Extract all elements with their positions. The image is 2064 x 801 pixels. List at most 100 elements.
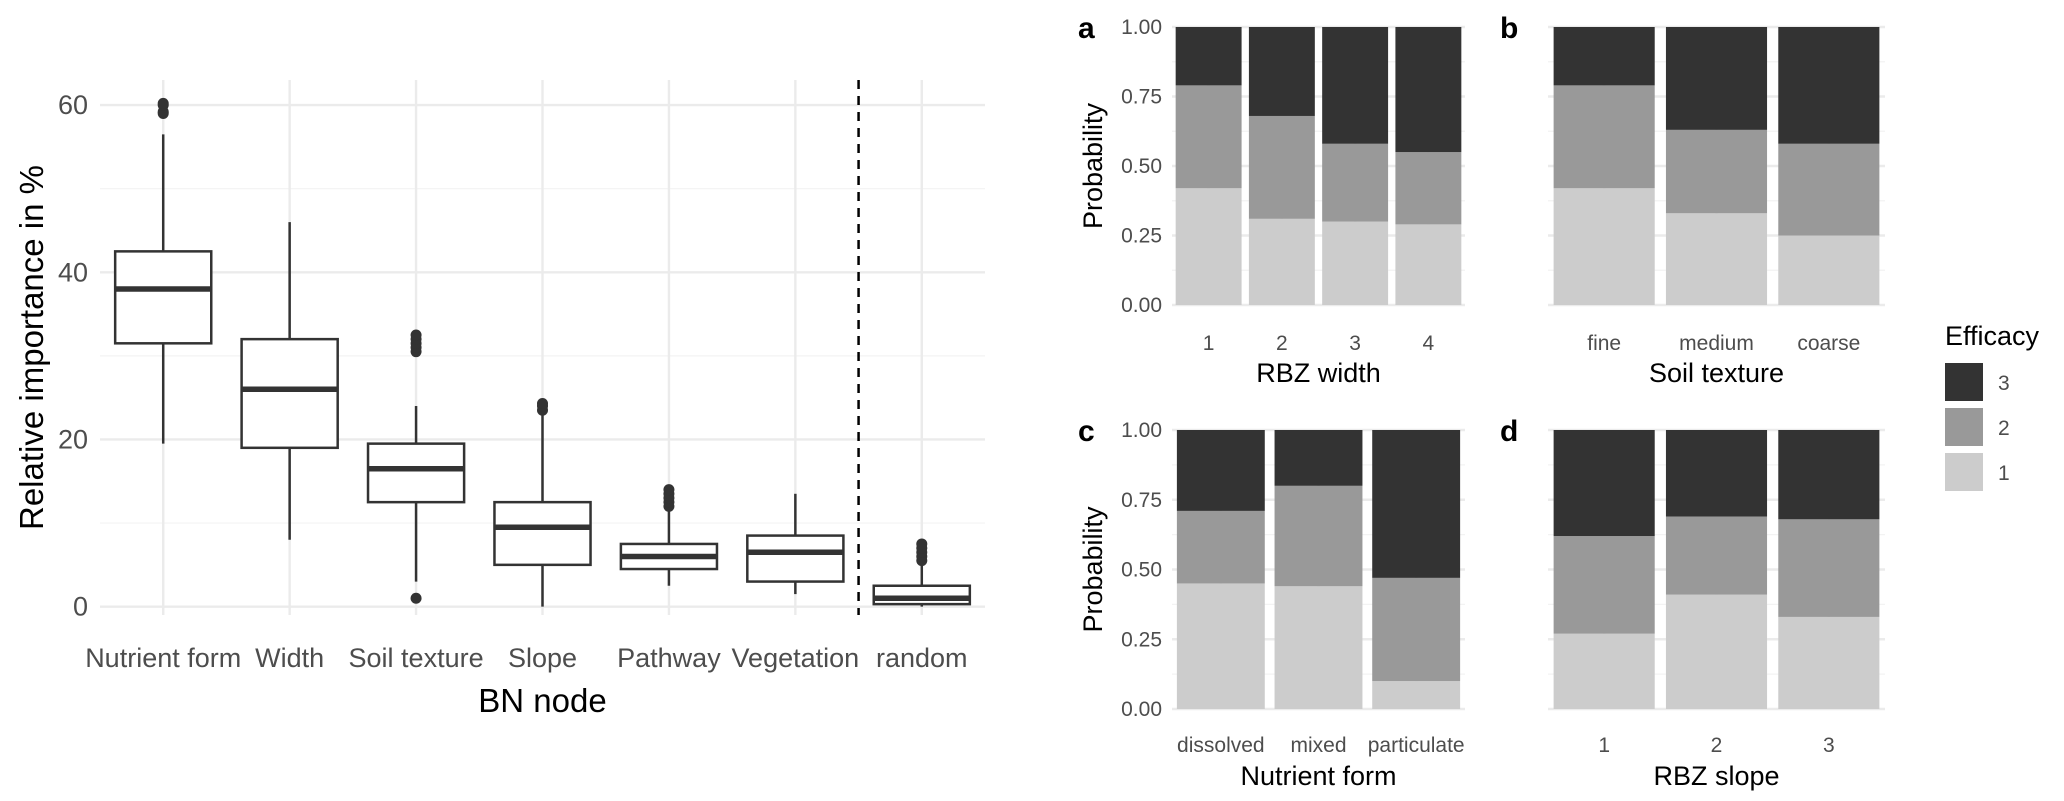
box-slope: [493, 398, 592, 607]
iqr-box: [240, 337, 339, 450]
bar-segment-efficacy-1: [1322, 221, 1389, 305]
x-tick-label: Pathway: [617, 643, 721, 673]
y-tick-label: 0.75: [1121, 86, 1162, 109]
bar-segment-efficacy-1: [1665, 594, 1768, 709]
x-tick-label: mixed: [1290, 734, 1346, 757]
bar-segment-efficacy-3: [1176, 430, 1265, 511]
box-vegetation: [746, 493, 845, 595]
y-tick-label: 0.00: [1121, 294, 1162, 317]
y-tick-label: 20: [58, 424, 88, 454]
bar-segment-efficacy-3: [1372, 430, 1461, 578]
bar-segment-efficacy-2: [1665, 129, 1768, 214]
x-tick-label: particulate: [1368, 734, 1465, 757]
bar-segment-efficacy-2: [1778, 143, 1880, 236]
y-tick-label: 0.25: [1121, 628, 1162, 651]
x-tick-label: 3: [1349, 332, 1361, 355]
legend: Efficacy 3 2 1: [1945, 321, 2040, 491]
box-pathway: [619, 484, 719, 586]
legend-label: 1: [1998, 462, 2010, 485]
y-tick-label: 0.50: [1121, 155, 1162, 178]
iqr-box: [872, 584, 972, 606]
box-width: [240, 222, 339, 540]
box-soil-texture: [366, 329, 466, 604]
legend-swatch-1: [1945, 453, 1983, 491]
bar-segment-efficacy-2: [1322, 143, 1389, 222]
bar-segment-efficacy-1: [1175, 188, 1242, 305]
bar-segment-efficacy-2: [1248, 115, 1315, 219]
bar-segment-efficacy-3: [1778, 27, 1880, 144]
bar-segment-efficacy-2: [1665, 516, 1768, 595]
y-axis-title: Probability: [1078, 102, 1108, 229]
bar-segment-efficacy-2: [1175, 85, 1242, 189]
iqr-box: [493, 500, 592, 567]
y-tick-label: 40: [58, 257, 88, 287]
box-random: [872, 538, 972, 607]
x-tick-label: medium: [1679, 332, 1754, 355]
iqr-box: [746, 534, 845, 583]
x-tick-label: random: [876, 643, 968, 673]
bar-segment-efficacy-1: [1778, 235, 1880, 305]
iqr-box: [366, 442, 466, 504]
bar-segment-efficacy-3: [1175, 27, 1242, 86]
bar-segment-efficacy-1: [1553, 188, 1655, 305]
x-tick-label: fine: [1587, 332, 1621, 355]
bar-segment-efficacy-1: [1778, 616, 1880, 709]
bar-segment-efficacy-2: [1553, 536, 1655, 634]
y-axis-title: Probability: [1078, 506, 1108, 633]
panel-d: d 1 2 3 RBZ slope: [1500, 415, 1885, 791]
y-tick-label: 0.00: [1121, 698, 1162, 721]
outlier-point: [663, 484, 675, 496]
x-tick-label: 3: [1823, 734, 1835, 757]
bar-segment-efficacy-1: [1274, 586, 1363, 709]
panel-b: b fine medium coarse Soil texture: [1500, 12, 1885, 388]
x-axis-title: RBZ width: [1256, 358, 1381, 388]
x-tick-label: 1: [1598, 734, 1610, 757]
bar-segment-efficacy-1: [1665, 213, 1768, 305]
bar-segment-efficacy-2: [1176, 510, 1265, 584]
x-tick-label: Vegetation: [732, 643, 860, 673]
x-axis-title: BN node: [478, 682, 606, 719]
box-nutrient-form: [113, 97, 213, 444]
x-tick-label: 4: [1423, 332, 1435, 355]
x-tick-label: Nutrient form: [85, 643, 241, 673]
bar-segment-efficacy-2: [1274, 485, 1363, 587]
bar-segment-efficacy-3: [1665, 430, 1768, 517]
bar-segment-efficacy-3: [1778, 430, 1880, 520]
y-tick-label: 1.00: [1121, 16, 1162, 39]
legend-label: 2: [1998, 417, 2010, 440]
bar-segment-efficacy-2: [1372, 577, 1461, 682]
outlier-point: [410, 592, 422, 604]
x-tick-label: Width: [255, 643, 324, 673]
y-tick-label: 60: [58, 90, 88, 120]
bar-segment-efficacy-1: [1176, 583, 1265, 709]
y-tick-label: 0.50: [1121, 559, 1162, 582]
outlier-point: [157, 97, 169, 109]
bar-segment-efficacy-3: [1274, 430, 1363, 486]
bar-segment-efficacy-1: [1372, 681, 1461, 709]
panel-letter: a: [1078, 12, 1095, 45]
legend-label: 3: [1998, 372, 2010, 395]
panel-letter: d: [1500, 415, 1518, 448]
bar-segment-efficacy-1: [1248, 218, 1315, 305]
bar-segment-efficacy-2: [1778, 519, 1880, 617]
x-tick-label: 2: [1711, 734, 1723, 757]
legend-title: Efficacy: [1945, 321, 2040, 351]
bar-segment-efficacy-1: [1553, 633, 1655, 709]
y-tick-label: 0.25: [1121, 225, 1162, 248]
x-tick-label: dissolved: [1177, 734, 1265, 757]
bar-segment-efficacy-1: [1395, 224, 1462, 305]
x-axis-title: Soil texture: [1649, 358, 1784, 388]
bar-segment-efficacy-3: [1322, 27, 1389, 144]
y-tick-label: 1.00: [1121, 419, 1162, 442]
panel-a: a 0.00 0.25 0.50 0.75 1.00 1 2 3 4 RBZ width Probab…: [1078, 12, 1465, 388]
bar-segment-efficacy-3: [1553, 430, 1655, 537]
y-tick-label: 0: [73, 592, 88, 622]
outlier-point: [410, 329, 422, 341]
x-tick-label: Slope: [508, 643, 577, 673]
panel-letter: b: [1500, 12, 1518, 45]
bar-segment-efficacy-3: [1553, 27, 1655, 86]
x-tick-label: 1: [1203, 332, 1215, 355]
x-axis-title: Nutrient form: [1240, 761, 1396, 791]
bar-segment-efficacy-3: [1248, 27, 1315, 116]
